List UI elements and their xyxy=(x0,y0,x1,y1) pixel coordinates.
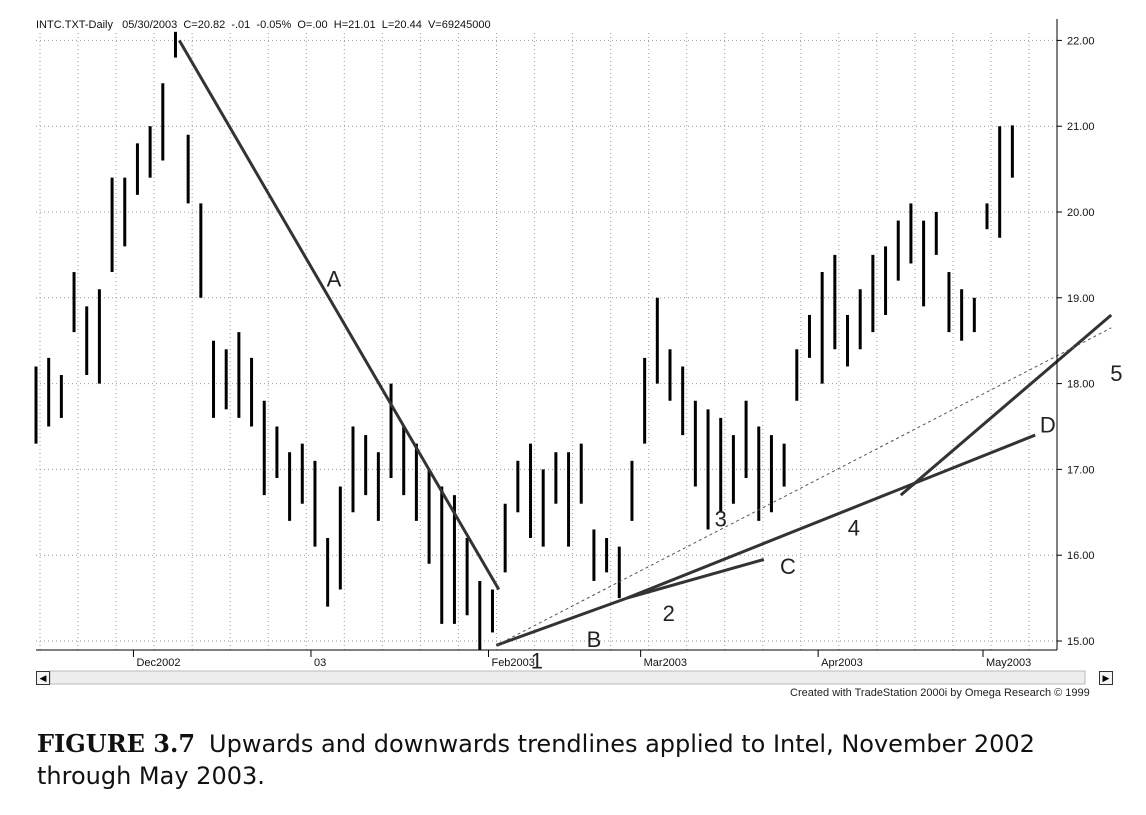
trendlines xyxy=(177,39,1113,647)
figure-caption: FIGURE 3.7 Upwards and downwards trendlin… xyxy=(37,728,1117,792)
y-tick-label: 21.00 xyxy=(1067,121,1095,133)
trendline-label: 2 xyxy=(663,601,675,626)
trendline-label: D xyxy=(1040,412,1056,437)
scrollbar-track[interactable] xyxy=(49,670,1086,685)
grid-lines xyxy=(36,33,1057,650)
price-chart: A B 1 2 3 C 4 D 5 15.00 16.00 17.00 18.00 19.00 20.00… xyxy=(34,19,1123,685)
trendline xyxy=(177,39,501,591)
trendline xyxy=(495,596,628,647)
trendline-label: B xyxy=(587,627,602,652)
y-tick-label: 18.00 xyxy=(1067,379,1095,391)
x-tick-label: Mar2003 xyxy=(644,657,687,669)
y-tick-label: 15.00 xyxy=(1067,636,1095,648)
x-tick-label: Apr2003 xyxy=(821,657,863,669)
figure-number: FIGURE 3.7 xyxy=(37,729,196,758)
x-tick-label: Feb2003 xyxy=(491,657,534,669)
y-tick-label: 20.00 xyxy=(1067,207,1095,219)
trendline-label: 1 xyxy=(531,648,543,673)
trendline-label: 4 xyxy=(848,515,860,540)
trendline xyxy=(626,433,1036,600)
chart-header: INTC.TXT-Daily 05/30/2003 C=20.82 -.01 -… xyxy=(36,19,491,31)
trendline-label: 5 xyxy=(1110,361,1122,386)
trendline xyxy=(899,313,1113,497)
trendline xyxy=(496,327,1112,646)
price-bars xyxy=(34,31,1014,650)
trendline-labels: A B 1 2 3 C 4 D 5 xyxy=(327,266,1123,673)
x-tick-label: May2003 xyxy=(986,657,1031,669)
trendline-label: 3 xyxy=(715,507,727,532)
y-tick-label: 16.00 xyxy=(1067,550,1095,562)
trendline-label: C xyxy=(780,554,796,579)
y-tick-label: 22.00 xyxy=(1067,35,1095,47)
trendline-label: A xyxy=(327,266,342,291)
axes: 15.00 16.00 17.00 18.00 19.00 20.00 21.00 22.00… xyxy=(36,19,1095,685)
tradestation-credit: Created with TradeStation 2000i by Omega… xyxy=(790,687,1090,699)
x-tick-label: 03 xyxy=(314,657,326,669)
y-tick-label: 17.00 xyxy=(1067,464,1095,476)
figure-caption-text: Upwards and downwards trendlines applied… xyxy=(37,730,1035,790)
scroll-right-button[interactable]: ▶ xyxy=(1099,671,1113,685)
y-tick-label: 19.00 xyxy=(1067,293,1095,305)
trendline xyxy=(626,558,765,600)
scroll-left-button[interactable]: ◀ xyxy=(36,671,50,685)
x-tick-label: Dec2002 xyxy=(136,657,180,669)
